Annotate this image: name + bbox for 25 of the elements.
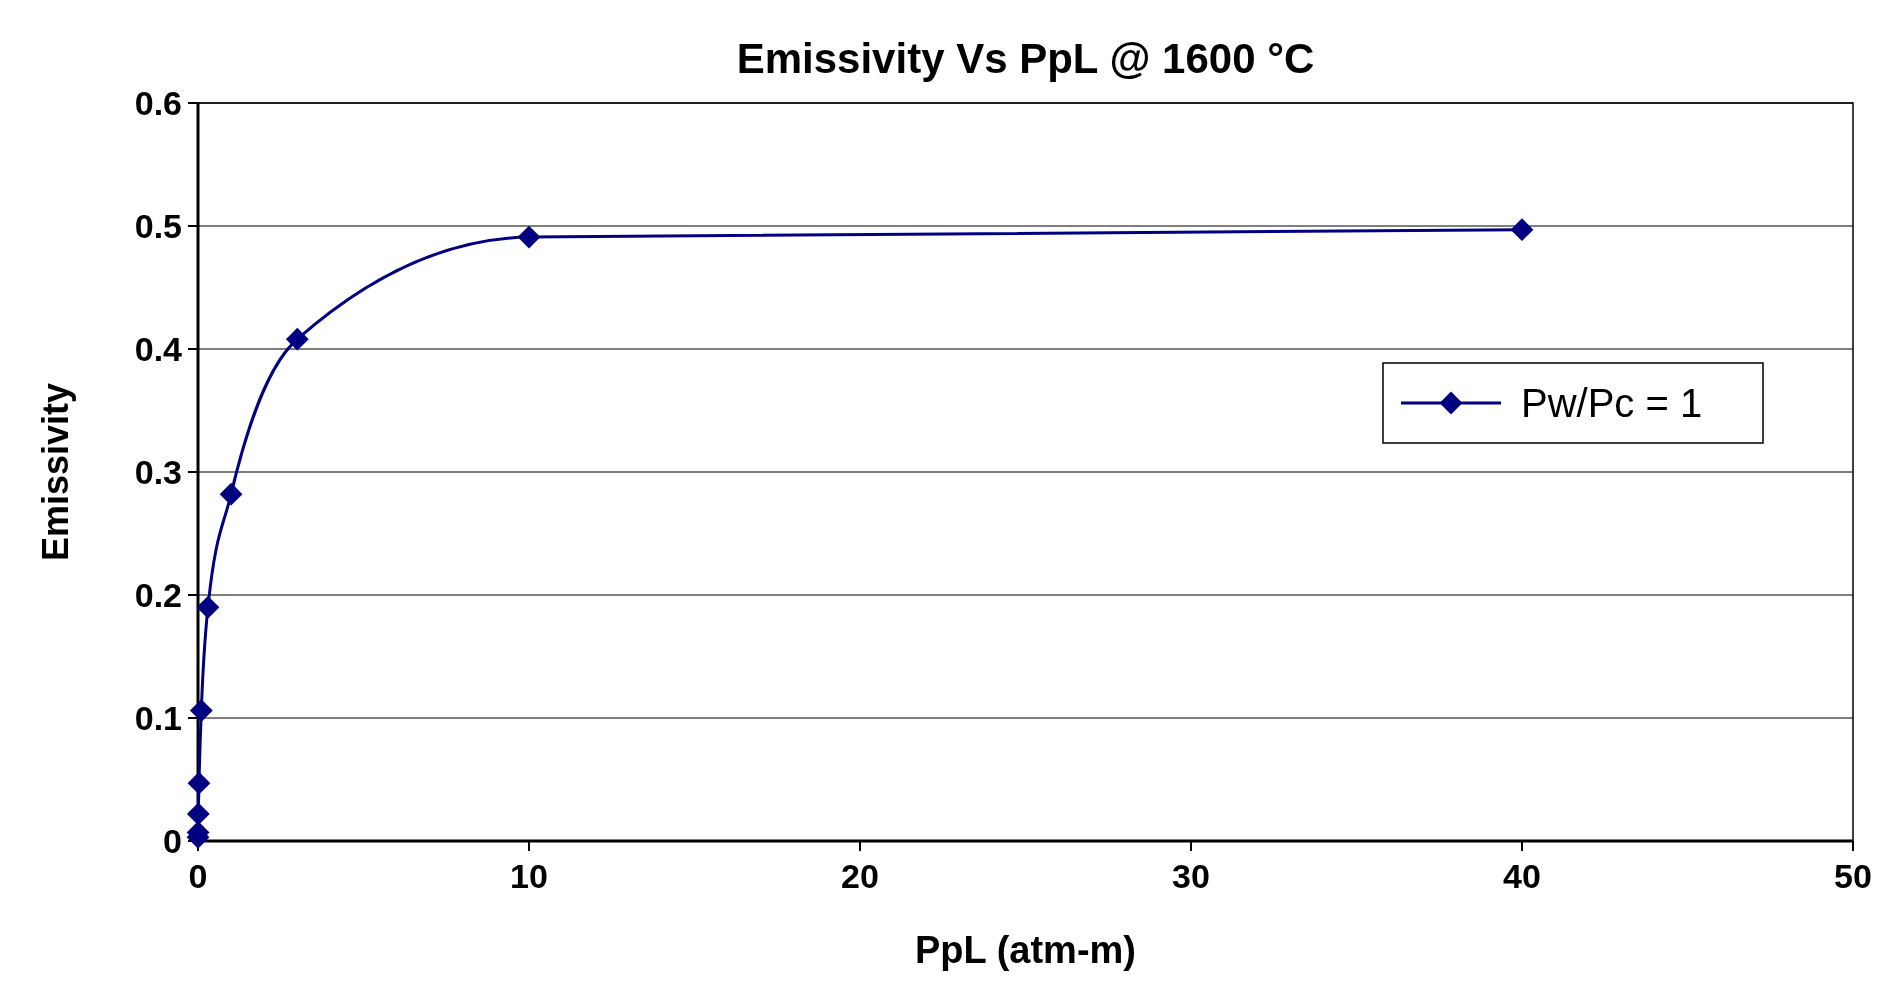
point	[189, 699, 213, 723]
y-axis-title: Emissivity	[35, 382, 76, 562]
point	[219, 482, 243, 506]
y-tick-label: 0.3	[134, 452, 182, 491]
x-tick-label: 10	[510, 857, 548, 895]
y-tick-label: 0.5	[134, 206, 182, 245]
x-tick-label: 30	[1172, 857, 1210, 895]
y-tick-label: 0	[163, 821, 182, 860]
y-tick-label: 0.2	[134, 575, 182, 614]
x-axis-title: PpL (atm-m)	[915, 929, 1136, 971]
point	[186, 802, 210, 826]
point	[196, 595, 220, 619]
point	[285, 327, 309, 351]
point	[187, 771, 211, 795]
x-tick-label: 50	[1834, 857, 1872, 895]
x-tick-label: 40	[1503, 857, 1541, 895]
legend-label: Pw/Pc = 1	[1521, 381, 1703, 425]
point	[1510, 218, 1534, 242]
y-tick-label: 0.6	[134, 83, 182, 122]
x-tick-label: 0	[188, 857, 208, 895]
y-tick-label: 0.4	[134, 329, 183, 368]
y-tick-label: 0.1	[134, 698, 182, 737]
x-tick-label: 20	[841, 857, 879, 895]
point	[517, 225, 541, 249]
chart-title: Emissivity Vs PpL @ 1600 °C	[736, 35, 1315, 82]
